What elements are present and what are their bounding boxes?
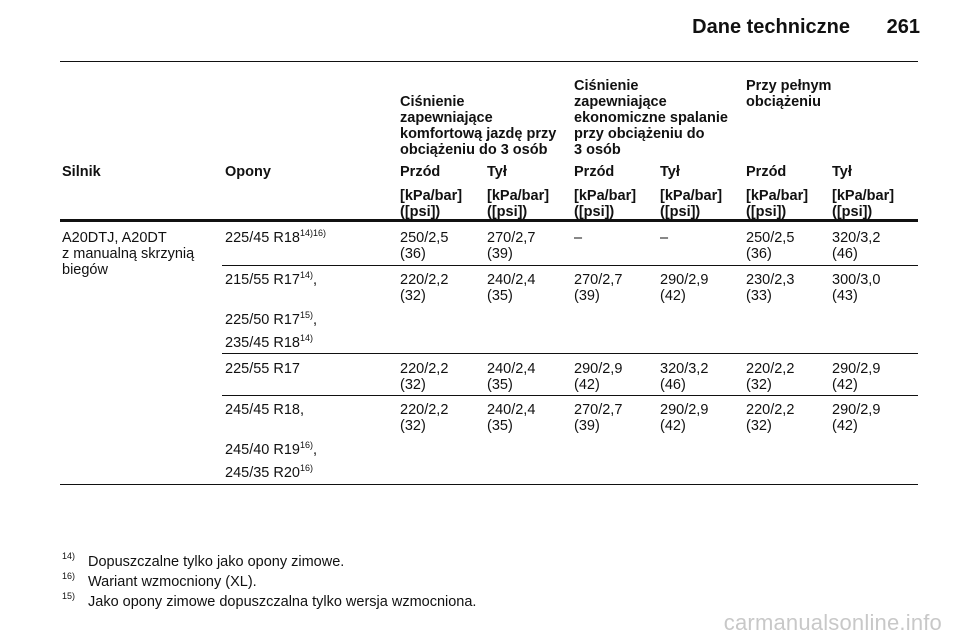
pressure-value: 250/2,5 (36): [400, 230, 449, 262]
unit-header: [kPa/bar] ([psi]): [660, 188, 723, 220]
pressure-value: 250/2,5 (36): [746, 230, 795, 262]
tyre-size: 245/35 R2016): [225, 463, 313, 482]
row-divider: [222, 353, 918, 354]
pressure-value: 270/2,7 (39): [574, 272, 623, 304]
header-rule: [60, 61, 918, 62]
page-number: 261: [886, 16, 920, 38]
footnote-text: Wariant wzmocniony (XL).: [88, 574, 257, 590]
pressure-value: 290/2,9 (42): [832, 361, 881, 393]
unit-header: [kPa/bar] ([psi]): [832, 188, 895, 220]
group-label-eco: Ciśnienie zapewniające ekonomiczne spala…: [574, 78, 728, 158]
col-header-rear: Tył: [487, 164, 507, 180]
col-header-rear: Tył: [660, 164, 680, 180]
tyre-size: 225/50 R1715),: [225, 310, 318, 329]
pressure-value: 270/2,7 (39): [487, 230, 536, 262]
tyre-size: 245/40 R1916),: [225, 440, 318, 459]
table-bottom-rule: [60, 484, 918, 485]
unit-header: [kPa/bar] ([psi]): [487, 188, 550, 220]
col-header-front: Przód: [400, 164, 441, 180]
tyre-size: 225/45 R1814)16): [225, 228, 326, 247]
table-header-rule: [60, 219, 918, 222]
unit-header: [kPa/bar] ([psi]): [400, 188, 463, 220]
group-label-comfort: Ciśnienie zapewniające komfortową jazdę …: [400, 94, 557, 158]
pressure-value: –: [574, 230, 583, 246]
col-header-front: Przód: [746, 164, 787, 180]
pressure-value: 240/2,4 (35): [487, 361, 536, 393]
page-title: Dane techniczne: [692, 16, 850, 38]
pressure-value: 320/3,2 (46): [660, 361, 709, 393]
pressure-value: 220/2,2 (32): [746, 361, 795, 393]
pressure-value: 290/2,9 (42): [832, 402, 881, 434]
col-header-front: Przód: [574, 164, 615, 180]
engine-cell: A20DTJ, A20DT z manualną skrzynią biegów: [62, 230, 195, 278]
pressure-value: 300/3,0 (43): [832, 272, 881, 304]
col-header-rear: Tył: [832, 164, 852, 180]
group-label-full-load: Przy pełnym obciążeniu: [746, 78, 832, 110]
footnote-number: 15): [62, 591, 76, 601]
pressure-value: 290/2,9 (42): [660, 272, 709, 304]
tyre-size: 225/55 R17: [225, 361, 300, 377]
pressure-value: 290/2,9 (42): [574, 361, 623, 393]
pressure-value: 240/2,4 (35): [487, 402, 536, 434]
col-header-tyres: Opony: [225, 164, 271, 180]
footnote-number: 14): [62, 551, 76, 561]
pressure-value: –: [660, 230, 669, 246]
pressure-value: 220/2,2 (32): [400, 402, 449, 434]
tyre-size: 235/45 R1814): [225, 333, 313, 352]
pressure-value: 230/2,3 (33): [746, 272, 795, 304]
tyre-size: 245/45 R18,: [225, 402, 305, 418]
row-divider: [222, 265, 918, 266]
pressure-value: 320/3,2 (46): [832, 230, 881, 262]
pressure-value: 220/2,2 (32): [400, 272, 449, 304]
pressure-value: 270/2,7 (39): [574, 402, 623, 434]
unit-header: [kPa/bar] ([psi]): [746, 188, 809, 220]
pressure-value: 290/2,9 (42): [660, 402, 709, 434]
footnote-number: 16): [62, 571, 76, 581]
unit-header: [kPa/bar] ([psi]): [574, 188, 637, 220]
pressure-value: 240/2,4 (35): [487, 272, 536, 304]
footnote-text: Jako opony zimowe dopuszczalna tylko wer…: [88, 594, 477, 610]
pressure-value: 220/2,2 (32): [746, 402, 795, 434]
row-divider: [222, 395, 918, 396]
watermark: carmanualsonline.info: [723, 610, 942, 635]
col-header-engine: Silnik: [62, 164, 101, 180]
pressure-value: 220/2,2 (32): [400, 361, 449, 393]
footnote-text: Dopuszczalne tylko jako opony zimowe.: [88, 554, 345, 570]
tyre-size: 215/55 R1714),: [225, 270, 318, 289]
